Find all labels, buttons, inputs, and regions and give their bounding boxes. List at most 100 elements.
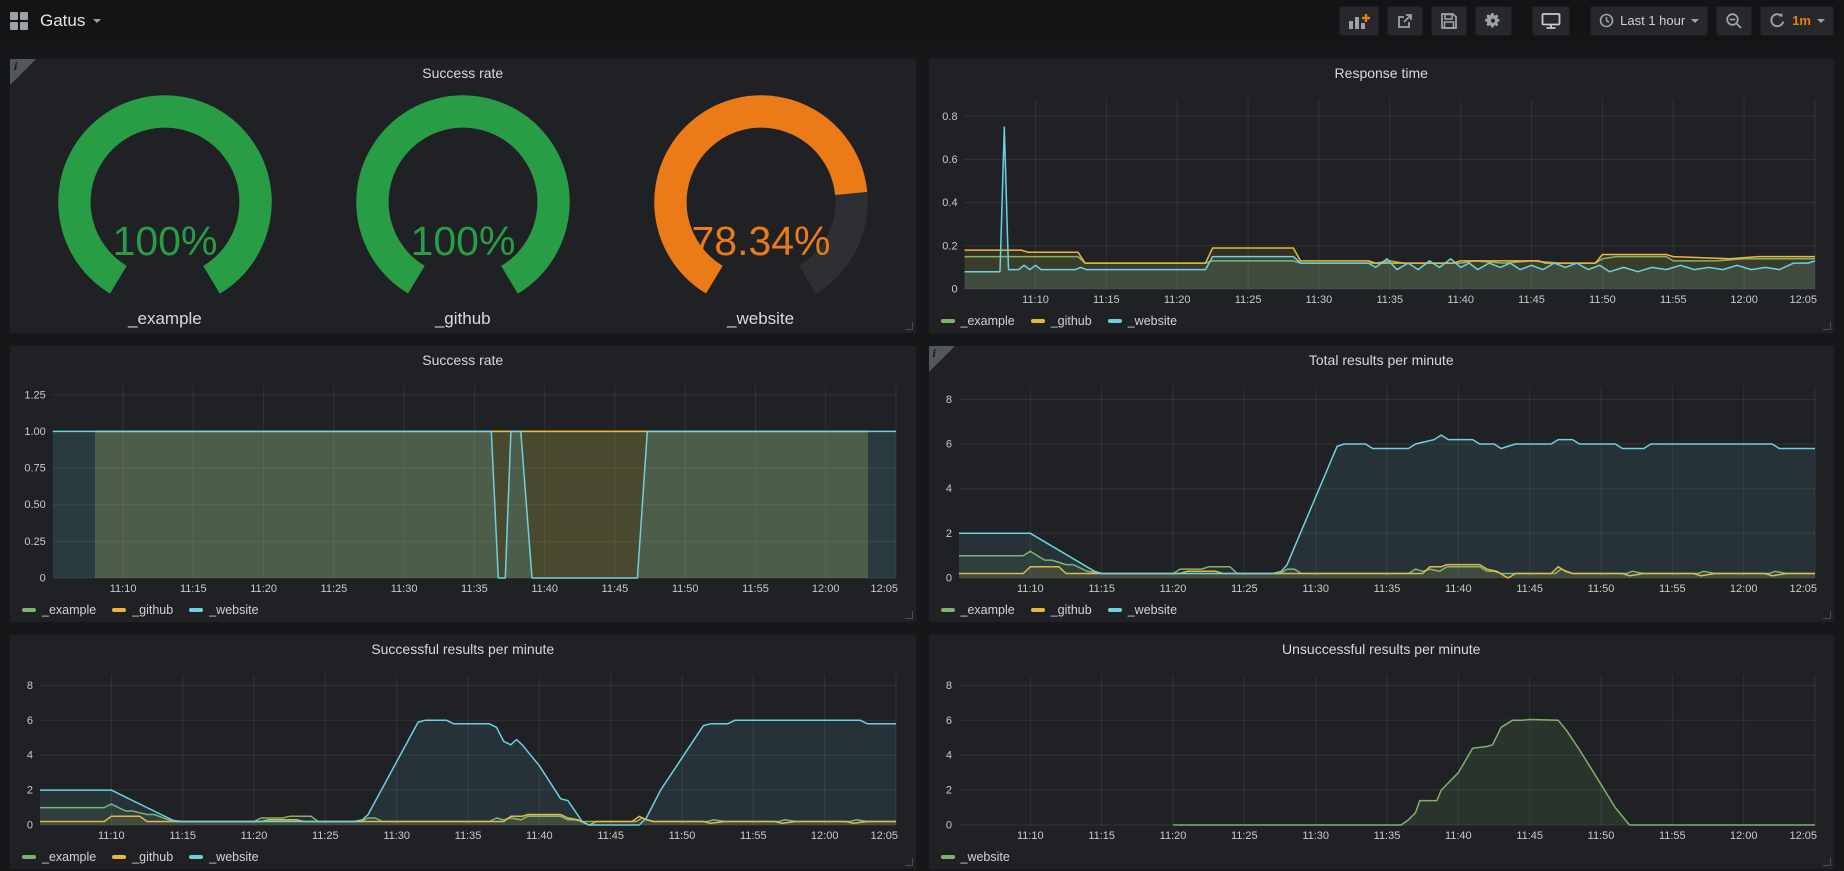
svg-text:11:35: 11:35 — [1376, 294, 1403, 306]
svg-text:11:40: 11:40 — [1444, 830, 1471, 842]
legend-item[interactable]: _website — [189, 850, 258, 864]
panel-title[interactable]: Success rate — [10, 346, 916, 374]
panel-title[interactable]: Response time — [929, 59, 1835, 87]
legend-series-name: _website — [1128, 314, 1177, 328]
gauge: 100% _github — [314, 91, 612, 328]
svg-text:11:10: 11:10 — [110, 583, 137, 595]
legend-item[interactable]: _example — [22, 850, 96, 864]
share-icon — [1396, 12, 1414, 30]
panel-title[interactable]: Unsuccessful results per minute — [929, 635, 1835, 663]
legend-color-dash — [22, 608, 36, 612]
panel-title[interactable]: Successful results per minute — [10, 635, 916, 663]
successful-results-chart[interactable]: 0246811:1011:1511:2011:2511:3011:3511:40… — [12, 665, 908, 843]
dashboard-title: Gatus — [40, 11, 85, 31]
svg-text:11:40: 11:40 — [1447, 294, 1474, 306]
svg-text:1.00: 1.00 — [24, 426, 45, 438]
panel-info-corner[interactable]: i — [10, 59, 36, 85]
svg-text:11:30: 11:30 — [1302, 583, 1329, 595]
svg-text:0: 0 — [951, 284, 957, 296]
panel-success-rate-graph: Success rate 00.250.500.751.001.2511:101… — [9, 345, 917, 623]
svg-text:11:15: 11:15 — [169, 830, 196, 842]
legend-item[interactable]: _website — [1108, 603, 1177, 617]
svg-text:12:05: 12:05 — [870, 830, 898, 842]
panel-resize-handle[interactable] — [905, 611, 913, 619]
legend-item[interactable]: _example — [22, 603, 96, 617]
legend-series-name: _website — [209, 850, 258, 864]
panel-info-corner[interactable]: i — [929, 346, 955, 372]
panel-title[interactable]: Success rate — [10, 59, 916, 87]
svg-text:11:35: 11:35 — [1373, 583, 1400, 595]
svg-text:12:00: 12:00 — [812, 583, 840, 595]
success-rate-chart[interactable]: 00.250.500.751.001.2511:1011:1511:2011:2… — [12, 376, 908, 596]
settings-button[interactable] — [1475, 6, 1512, 36]
svg-text:11:20: 11:20 — [1163, 294, 1190, 306]
svg-text:11:40: 11:40 — [526, 830, 553, 842]
panel-resize-handle[interactable] — [1823, 858, 1831, 866]
svg-text:0.50: 0.50 — [24, 499, 45, 511]
legend-series-name: _example — [42, 850, 96, 864]
chevron-down-icon — [1691, 19, 1699, 23]
svg-text:11:15: 11:15 — [1092, 294, 1119, 306]
zoom-out-icon — [1725, 12, 1743, 30]
svg-text:11:55: 11:55 — [1658, 830, 1685, 842]
share-button[interactable] — [1387, 6, 1423, 36]
panel-resize-handle[interactable] — [905, 858, 913, 866]
legend-item[interactable]: _example — [941, 603, 1015, 617]
svg-text:4: 4 — [945, 750, 951, 762]
svg-text:12:05: 12:05 — [870, 583, 898, 595]
legend-item[interactable]: _github — [1031, 314, 1092, 328]
svg-text:6: 6 — [945, 439, 951, 451]
gauge-value: 100% — [113, 218, 218, 264]
dashboard-title-dropdown[interactable]: Gatus — [40, 11, 101, 31]
legend-item[interactable]: _website — [1108, 314, 1177, 328]
time-range-picker[interactable]: Last 1 hour — [1590, 6, 1708, 36]
legend-series-name: _example — [42, 603, 96, 617]
total-results-chart[interactable]: 0246811:1011:1511:2011:2511:3011:3511:40… — [931, 376, 1827, 596]
chart-legend: _website — [941, 850, 1026, 864]
legend-item[interactable]: _example — [941, 314, 1015, 328]
svg-text:11:45: 11:45 — [1518, 294, 1545, 306]
legend-color-dash — [1031, 319, 1045, 323]
svg-text:11:50: 11:50 — [1589, 294, 1616, 306]
legend-item[interactable]: _github — [1031, 603, 1092, 617]
cycle-view-button[interactable] — [1532, 6, 1570, 36]
unsuccessful-results-chart[interactable]: 0246811:1011:1511:2011:2511:3011:3511:40… — [931, 665, 1827, 843]
legend-item[interactable]: _github — [112, 850, 173, 864]
svg-text:11:15: 11:15 — [180, 583, 207, 595]
svg-text:11:40: 11:40 — [1444, 583, 1471, 595]
legend-series-name: _example — [961, 314, 1015, 328]
response-time-chart[interactable]: 00.20.40.60.811:1011:1511:2011:2511:3011… — [931, 89, 1827, 307]
svg-text:12:00: 12:00 — [1729, 583, 1757, 595]
svg-text:11:20: 11:20 — [1159, 583, 1186, 595]
refresh-picker[interactable]: 1m — [1760, 6, 1834, 36]
panel-unsuccessful-results: Unsuccessful results per minute 0246811:… — [928, 634, 1836, 870]
svg-text:0.2: 0.2 — [942, 240, 957, 252]
dashboard-grid-icon[interactable] — [10, 12, 28, 30]
chart-svg: 0246811:1011:1511:2011:2511:3011:3511:40… — [931, 376, 1827, 596]
panel-title[interactable]: Total results per minute — [929, 346, 1835, 374]
svg-text:6: 6 — [945, 715, 951, 727]
svg-text:11:35: 11:35 — [461, 583, 488, 595]
panel-resize-handle[interactable] — [905, 322, 913, 330]
legend-series-name: _example — [961, 603, 1015, 617]
save-button[interactable] — [1431, 6, 1467, 36]
panel-resize-handle[interactable] — [1823, 611, 1831, 619]
chart-legend: _example _github _website — [22, 603, 275, 617]
legend-color-dash — [941, 319, 955, 323]
svg-text:11:50: 11:50 — [1587, 830, 1614, 842]
legend-item[interactable]: _github — [112, 603, 173, 617]
svg-text:11:55: 11:55 — [742, 583, 769, 595]
svg-text:11:40: 11:40 — [531, 583, 558, 595]
svg-text:11:50: 11:50 — [669, 830, 696, 842]
svg-text:12:05: 12:05 — [1789, 294, 1817, 306]
svg-text:0.75: 0.75 — [24, 463, 45, 475]
add-panel-button[interactable] — [1339, 6, 1379, 36]
zoom-out-button[interactable] — [1716, 6, 1752, 36]
legend-item[interactable]: _website — [941, 850, 1010, 864]
legend-item[interactable]: _website — [189, 603, 258, 617]
nav-bar: Gatus — [0, 0, 1844, 41]
svg-text:11:30: 11:30 — [1305, 294, 1332, 306]
panel-resize-handle[interactable] — [1823, 322, 1831, 330]
svg-text:0: 0 — [27, 820, 33, 832]
svg-text:11:55: 11:55 — [740, 830, 767, 842]
